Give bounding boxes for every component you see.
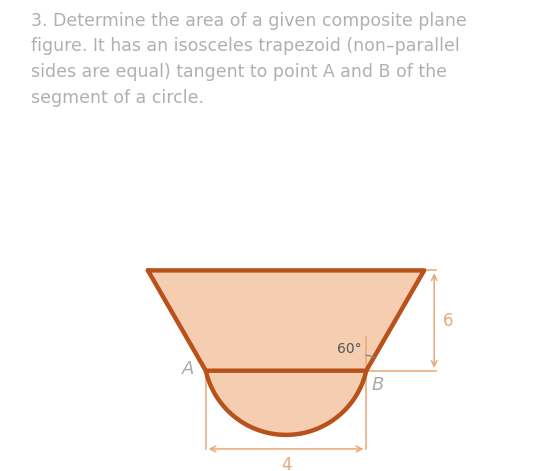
Text: A: A <box>182 360 194 378</box>
Text: 60°: 60° <box>337 341 361 356</box>
Text: 4: 4 <box>281 456 291 471</box>
Text: B: B <box>371 375 384 393</box>
Text: 3. Determine the area of a given composite plane
figure. It has an isosceles tra: 3. Determine the area of a given composi… <box>31 12 466 107</box>
Polygon shape <box>148 270 424 435</box>
Text: 6: 6 <box>443 311 454 330</box>
